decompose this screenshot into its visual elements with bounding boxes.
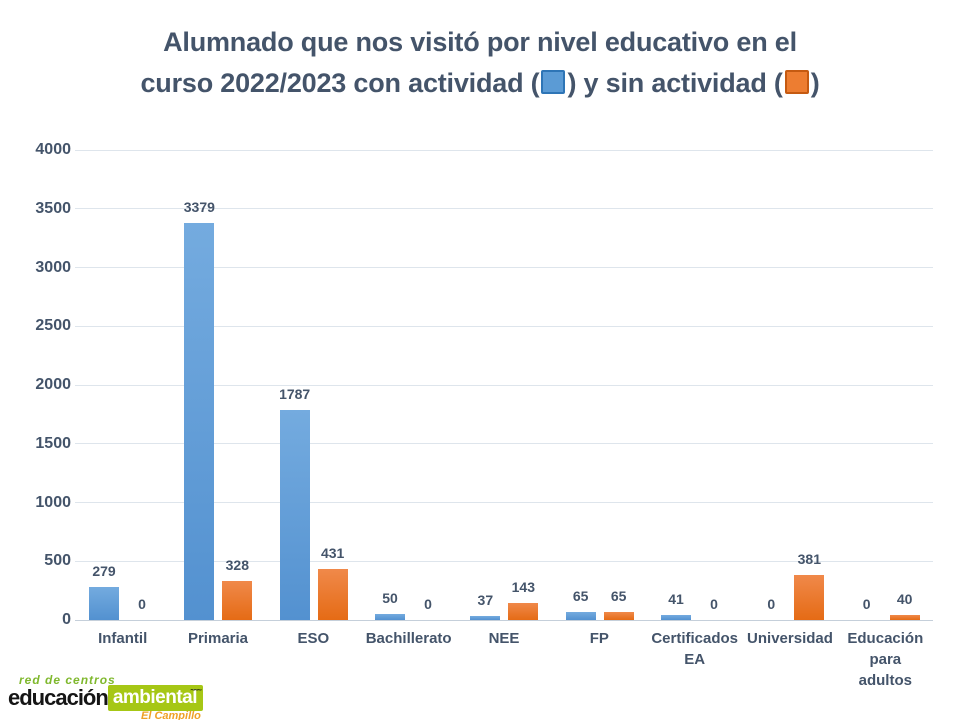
x-axis-label-5: FP bbox=[589, 630, 609, 647]
data-label-sin-actividad-5: 65 bbox=[610, 588, 627, 605]
data-label-con-actividad-0: 279 bbox=[92, 563, 116, 580]
legend-blue-square-icon bbox=[541, 70, 566, 94]
chart-title-line2-before: curso 2022/2023 con actividad ( bbox=[140, 68, 540, 98]
data-label-sin-actividad-8: 40 bbox=[896, 591, 913, 608]
bar-con-actividad-3 bbox=[375, 614, 405, 620]
data-label-sin-actividad-6: 0 bbox=[710, 596, 718, 612]
x-axis-label-0: Infantil bbox=[98, 630, 148, 647]
x-axis-label-7: Universidad bbox=[747, 630, 833, 647]
gridline-3000 bbox=[75, 267, 933, 268]
y-axis-tick-label: 3000 bbox=[35, 258, 71, 276]
gridline-2500 bbox=[75, 325, 933, 327]
data-label-con-actividad-6: 41 bbox=[668, 591, 684, 608]
bar-sin-actividad-7 bbox=[794, 575, 825, 620]
data-label-con-actividad-2: 1787 bbox=[279, 386, 311, 403]
gridline-1500 bbox=[75, 443, 933, 445]
x-axis-label-2: ESO bbox=[297, 630, 330, 647]
bar-con-actividad-5 bbox=[565, 612, 596, 620]
bar-con-actividad-2 bbox=[279, 410, 310, 620]
data-label-con-actividad-4: 37 bbox=[477, 591, 494, 608]
data-label-con-actividad-7: 0 bbox=[767, 596, 776, 612]
data-label-con-actividad-5: 65 bbox=[572, 588, 589, 605]
logo-waves-icon: ~~~ bbox=[190, 685, 202, 695]
y-axis-tick-label: 500 bbox=[44, 552, 71, 570]
data-label-sin-actividad-0: 0 bbox=[138, 596, 146, 612]
y-axis-tick-label: 1500 bbox=[35, 434, 71, 452]
data-label-sin-actividad-2: 431 bbox=[320, 545, 345, 562]
logo-main-row: educación ~~~ ambiental bbox=[8, 685, 223, 711]
bar-con-actividad-6 bbox=[661, 615, 691, 620]
logo-site-name: El Campillo bbox=[141, 710, 201, 720]
bar-con-actividad-4 bbox=[470, 615, 501, 620]
y-axis-tick-label: 2500 bbox=[35, 317, 71, 335]
logo-educacion-text: educación bbox=[8, 685, 109, 710]
plot-area: 0 500 1000 1500 2000 2500 3000 3500 4000 279 3379 1… bbox=[35, 141, 933, 689]
data-label-sin-actividad-3: 0 bbox=[424, 596, 432, 612]
chart-title: Alumnado que nos visitó por nivel educat… bbox=[0, 22, 960, 104]
gridline-2000 bbox=[75, 384, 933, 386]
data-label-con-actividad-1: 3379 bbox=[183, 198, 215, 215]
data-label-sin-actividad-1: 328 bbox=[225, 557, 249, 574]
gridline-500 bbox=[75, 560, 933, 562]
bar-sin-actividad-5 bbox=[603, 612, 634, 620]
gridline-4000 bbox=[75, 149, 933, 151]
bar-sin-actividad-8 bbox=[889, 615, 920, 620]
chart-title-line2-after: ) bbox=[810, 68, 820, 98]
y-axis-tick-label: 1000 bbox=[35, 493, 71, 511]
data-label-sin-actividad-7: 381 bbox=[797, 551, 821, 568]
gridline-3500 bbox=[75, 208, 933, 210]
gridline-1000 bbox=[75, 502, 933, 503]
logo-ambiental-text: ambiental bbox=[112, 687, 198, 708]
data-label-sin-actividad-4: 143 bbox=[511, 579, 535, 596]
logo-red-centros-educacion-ambiental: red de centros educación ~~~ ambiental El… bbox=[8, 673, 223, 720]
data-label-con-actividad-8: 0 bbox=[862, 596, 871, 612]
legend-orange-square-icon bbox=[784, 70, 809, 94]
bar-con-actividad-0 bbox=[89, 587, 119, 620]
bar-sin-actividad-2 bbox=[317, 569, 348, 620]
y-axis-tick-label: 0 bbox=[62, 611, 71, 628]
y-axis-tick-label: 4000 bbox=[35, 141, 71, 158]
chart-title-line2-between: ) y sin actividad ( bbox=[567, 68, 783, 98]
x-axis-label-3: Bachillerato bbox=[365, 630, 452, 647]
bar-sin-actividad-1 bbox=[222, 581, 253, 620]
x-axis-label-6: Certificados EA bbox=[651, 630, 739, 668]
bar-sin-actividad-4 bbox=[508, 603, 539, 620]
logo-network-name: red de centros bbox=[19, 673, 116, 687]
x-axis-label-8: Educación para adultos bbox=[847, 630, 924, 689]
data-label-con-actividad-3: 50 bbox=[382, 590, 398, 607]
y-axis-tick-label: 3500 bbox=[35, 199, 71, 217]
x-axis-label-4: NEE bbox=[488, 630, 520, 647]
chart-title-line1: Alumnado que nos visitó por nivel educat… bbox=[163, 27, 797, 57]
x-axis-label-1: Primaria bbox=[187, 630, 249, 647]
bar-con-actividad-1 bbox=[184, 222, 215, 620]
y-axis-tick-label: 2000 bbox=[35, 376, 71, 393]
logo-ambiental-box: ~~~ ambiental bbox=[107, 685, 204, 711]
